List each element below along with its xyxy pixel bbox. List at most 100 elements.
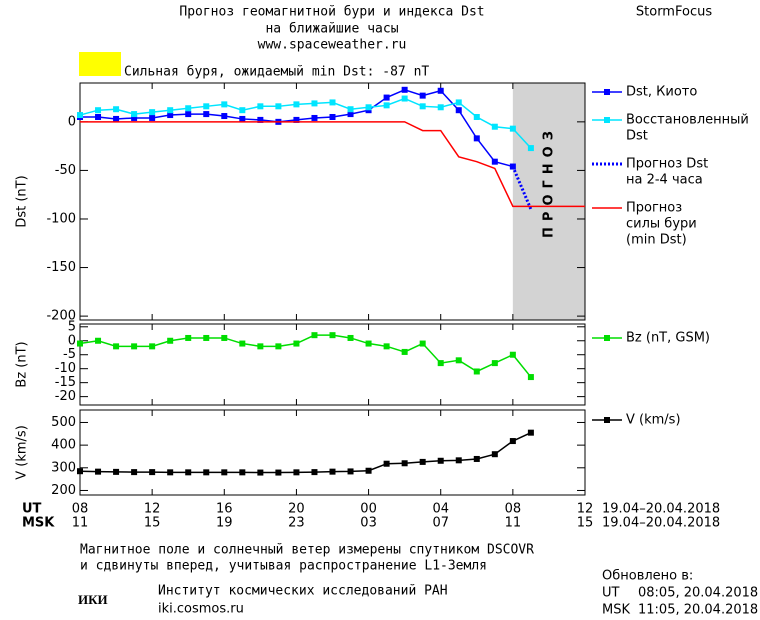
point xyxy=(473,368,480,375)
y-tick-label: 200 xyxy=(51,483,76,498)
point xyxy=(167,469,174,476)
point xyxy=(311,114,318,121)
point xyxy=(383,460,390,467)
point xyxy=(401,348,408,355)
status: Сильная буря, ожидаемый min Dst: -87 nT xyxy=(124,65,429,80)
point xyxy=(221,101,228,108)
x-tick-label: 12 xyxy=(577,502,594,517)
y-tick-label: 0 xyxy=(68,333,76,348)
legend-label: V (km/s) xyxy=(626,413,681,428)
point xyxy=(185,469,192,476)
point xyxy=(167,337,174,344)
y-tick-label: 0 xyxy=(68,114,76,129)
point xyxy=(491,451,498,458)
point xyxy=(77,468,83,475)
legend-marker xyxy=(604,117,610,123)
updated-time: 11:05, 20.04.2018 xyxy=(638,603,758,618)
plot-frame xyxy=(79,409,586,496)
point xyxy=(455,457,462,464)
point xyxy=(419,103,426,110)
point xyxy=(293,469,300,476)
x-tick-label: 19 xyxy=(216,516,233,531)
point xyxy=(149,109,156,116)
point xyxy=(149,343,156,350)
x-tick-label: 11 xyxy=(72,516,89,531)
legend-marker xyxy=(604,89,610,95)
x-tick-label: 03 xyxy=(360,516,377,531)
x-tick-label: 07 xyxy=(432,516,449,531)
point xyxy=(347,111,354,118)
point xyxy=(275,469,282,476)
series-line xyxy=(79,431,532,474)
x-tick-label: 08 xyxy=(72,502,89,517)
point xyxy=(437,104,444,111)
brand: StormFocus xyxy=(636,5,712,20)
point xyxy=(437,87,444,94)
series-line xyxy=(79,97,532,149)
point xyxy=(329,113,336,120)
x-axis-label: UT xyxy=(22,502,42,517)
point xyxy=(257,469,264,476)
point xyxy=(77,340,83,347)
forecast-region xyxy=(512,83,585,320)
point xyxy=(131,469,138,476)
x-tick-label: 23 xyxy=(288,516,305,531)
y-tick-label: 500 xyxy=(51,415,76,430)
point xyxy=(131,343,138,350)
updated-zone: MSK xyxy=(602,603,630,618)
x-tick-label: 00 xyxy=(360,502,377,517)
x-range-label: 19.04–20.04.2018 xyxy=(602,516,720,531)
x-tick-label: 15 xyxy=(577,516,594,531)
x-tick-label: 20 xyxy=(288,502,305,517)
point xyxy=(239,115,246,122)
plot-frame xyxy=(79,82,586,321)
point xyxy=(419,458,426,465)
point xyxy=(419,340,426,347)
point xyxy=(275,343,282,350)
x-tick-label: 16 xyxy=(216,502,233,517)
point xyxy=(473,135,480,142)
legend-label: Bz (nT, GSM) xyxy=(626,331,710,346)
point xyxy=(257,343,264,350)
point xyxy=(491,123,498,130)
legend-marker xyxy=(604,417,610,423)
point xyxy=(527,145,534,152)
point xyxy=(167,112,174,119)
legend-label: Прогноз Dst xyxy=(626,157,708,172)
legend-label: Dst, Киото xyxy=(626,85,697,100)
point xyxy=(131,111,138,118)
point xyxy=(329,99,336,106)
legend-label: Прогноз xyxy=(626,201,682,216)
y-tick-label: 400 xyxy=(51,438,76,453)
point xyxy=(311,100,318,107)
y-tick-label: -150 xyxy=(46,260,76,275)
series-line xyxy=(80,121,585,208)
y-tick-label: -5 xyxy=(63,347,76,362)
point xyxy=(239,107,246,114)
y-axis-label: V (km/s) xyxy=(15,425,30,480)
point xyxy=(401,86,408,93)
site: iki.cosmos.ru xyxy=(158,602,244,617)
point xyxy=(257,103,264,110)
y-tick-label: 5 xyxy=(68,319,76,334)
point xyxy=(113,343,120,350)
x-tick-label: 11 xyxy=(505,516,522,531)
point xyxy=(113,115,120,122)
point xyxy=(203,111,210,118)
legend-label: (min Dst) xyxy=(626,233,687,248)
point xyxy=(455,357,462,364)
point xyxy=(221,113,228,120)
point xyxy=(365,340,372,347)
point xyxy=(311,332,318,339)
point xyxy=(437,457,444,464)
title-line: Прогноз геомагнитной бури и индекса Dst xyxy=(179,5,484,20)
y-tick-label: -100 xyxy=(46,211,76,226)
y-tick-label: 300 xyxy=(51,460,76,475)
note: и сдвинуты вперед, учитывая распростране… xyxy=(80,559,487,574)
status-color xyxy=(79,52,121,76)
x-tick-label: 04 xyxy=(432,502,449,517)
logo: ИКИ xyxy=(78,592,108,607)
point xyxy=(329,332,336,339)
url: www.spaceweather.ru xyxy=(258,38,407,53)
